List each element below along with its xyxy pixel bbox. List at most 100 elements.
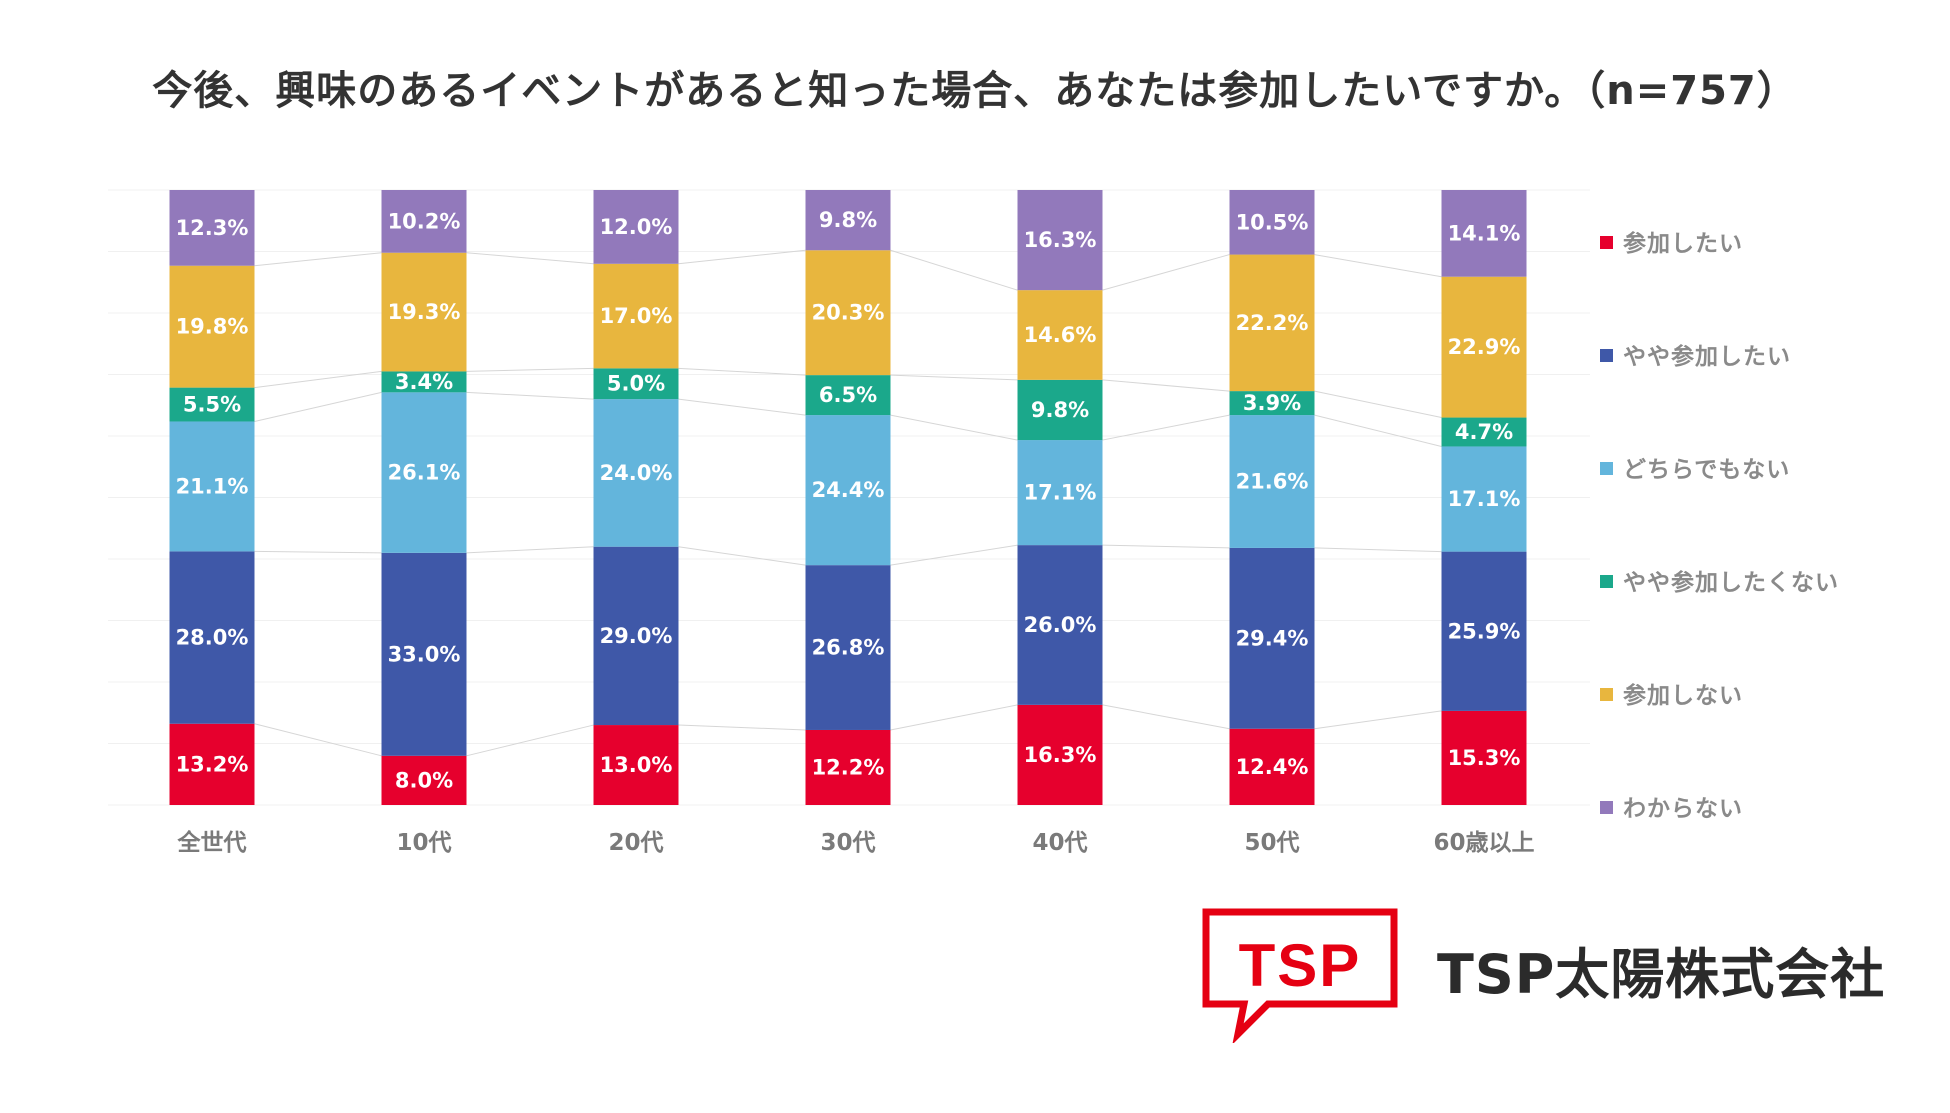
data-label: 14.6%: [1024, 323, 1097, 347]
bar-segment: [805, 565, 891, 730]
data-label: 29.4%: [1236, 626, 1309, 650]
legend-swatch: [1600, 801, 1613, 814]
data-label: 12.0%: [600, 215, 673, 239]
bar-segment: [805, 415, 891, 566]
legend-label: 参加しない: [1623, 682, 1743, 709]
category-label: 50代: [1244, 830, 1299, 856]
bar-segment: [1229, 415, 1315, 548]
category-label: 30代: [820, 830, 875, 856]
bar-segment: [1441, 190, 1527, 277]
stacked-bar-chart: 13.2% 28.0% 21.1% 5.5% 19.8% 12.3% 全世代 8.0% 33.0…: [108, 189, 1839, 856]
bar-segment: [593, 725, 679, 805]
logo-speech-bubble: [1202, 908, 1398, 1043]
connector-line: [890, 249, 1018, 291]
bar-segment: [169, 387, 255, 422]
category-label: 40代: [1032, 830, 1087, 856]
bar-segment: [169, 421, 255, 552]
data-label: 10.5%: [1236, 210, 1309, 234]
chart-title: 今後、興味のあるイベントがあると知った場合、あなたは参加したいですか。（n=75…: [152, 68, 1798, 114]
connector-line: [466, 724, 594, 757]
connector-line: [678, 367, 806, 376]
legend-label: どちらでもない: [1623, 457, 1790, 483]
data-label: 19.3%: [388, 300, 461, 324]
data-label: 17.0%: [600, 304, 673, 328]
bar-segment: [1441, 446, 1527, 552]
data-label: 17.1%: [1024, 481, 1097, 505]
bar-segment: [1017, 379, 1103, 441]
bar-segment: [381, 392, 467, 553]
bar-segment: [1017, 545, 1103, 705]
data-label: 9.8%: [1031, 398, 1089, 422]
legend-label: やや参加したい: [1623, 343, 1791, 370]
connector-line: [1314, 254, 1442, 278]
bar-segment: [381, 252, 467, 372]
legend-swatch: [1600, 688, 1613, 701]
data-label: 16.3%: [1024, 228, 1097, 252]
bar-segment: [169, 551, 255, 724]
bar-segment: [593, 263, 679, 369]
bar-segment: [1229, 391, 1315, 416]
bar-segment: [381, 755, 467, 805]
data-label: 13.0%: [600, 753, 673, 777]
data-label: 26.1%: [388, 461, 461, 485]
bar-segment: [1017, 440, 1103, 546]
connector-line: [1314, 414, 1442, 447]
data-label: 19.8%: [176, 315, 249, 339]
connector-line: [1102, 254, 1230, 291]
bar-segment: [1441, 710, 1527, 805]
connector-line: [254, 391, 382, 422]
data-label: 22.9%: [1448, 335, 1521, 359]
connector-line: [890, 374, 1018, 381]
data-label: 26.0%: [1024, 613, 1097, 637]
tsp-logo: TSP: [1202, 908, 1398, 1043]
data-label: 22.2%: [1236, 311, 1309, 335]
bar-segment: [1017, 190, 1103, 291]
bar-segment: [1229, 547, 1315, 729]
data-label: 3.9%: [1243, 391, 1301, 415]
data-label: 29.0%: [600, 624, 673, 648]
bar-segment: [805, 250, 891, 376]
bar-segment: [1229, 190, 1315, 255]
bar-segment: [593, 546, 679, 726]
legend-swatch: [1600, 349, 1613, 362]
category-label: 全世代: [177, 829, 247, 856]
data-label: 12.3%: [176, 216, 249, 240]
connector-line: [678, 724, 806, 731]
data-label: 4.7%: [1455, 420, 1513, 444]
connector-line: [678, 546, 806, 566]
data-label: 24.4%: [812, 478, 885, 502]
bar-segment: [381, 371, 467, 393]
connector-line: [1102, 544, 1230, 549]
connector-line: [678, 249, 806, 265]
connector-line: [890, 544, 1018, 566]
data-label: 17.1%: [1448, 487, 1521, 511]
data-label: 33.0%: [388, 642, 461, 666]
data-label: 6.5%: [819, 383, 877, 407]
bar-segment: [381, 190, 467, 253]
legend-swatch: [1600, 462, 1613, 475]
connector-line: [890, 704, 1018, 731]
bar-segment: [805, 729, 891, 805]
data-label: 24.0%: [600, 461, 673, 485]
data-label: 12.2%: [812, 755, 885, 779]
category-label: 10代: [396, 830, 451, 856]
bar-segment: [169, 723, 255, 805]
bar-segment: [593, 190, 679, 264]
connector-line: [1102, 704, 1230, 730]
logo-mark: TSP: [1239, 932, 1362, 999]
data-label: 10.2%: [388, 209, 461, 233]
data-label: 5.0%: [607, 372, 665, 396]
data-label: 14.1%: [1448, 221, 1521, 245]
connector-line: [254, 252, 382, 267]
bar-segment: [805, 190, 891, 251]
connector-line: [678, 398, 806, 416]
legend-label: わからない: [1623, 796, 1743, 822]
connector-line: [1314, 547, 1442, 553]
connector-line: [1102, 379, 1230, 392]
legend-label: やや参加したくない: [1623, 569, 1839, 596]
connector-line: [254, 550, 382, 554]
data-label: 28.0%: [176, 626, 249, 650]
category-label: 60歳以上: [1433, 830, 1534, 856]
connector-line: [466, 546, 594, 554]
data-label: 3.4%: [395, 370, 453, 394]
